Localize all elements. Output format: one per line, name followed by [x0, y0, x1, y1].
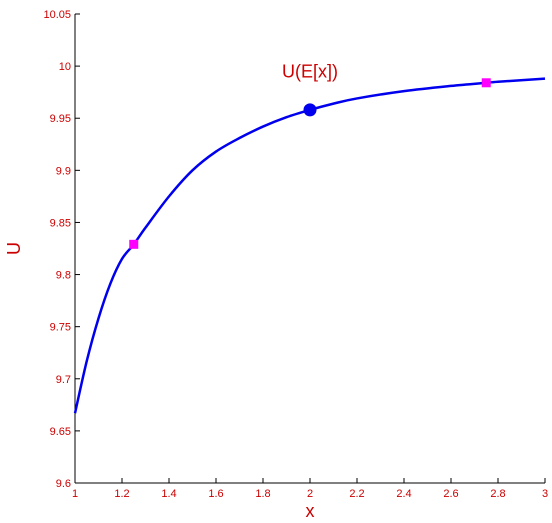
x-tick-label: 2.2 — [349, 488, 364, 500]
y-tick-label: 9.9 — [56, 165, 71, 177]
y-tick-label: 9.85 — [50, 217, 71, 229]
x-tick-label: 3 — [542, 488, 548, 500]
circle-marker — [303, 103, 317, 117]
x-axis-label: x — [306, 501, 315, 521]
y-tick-label: 9.7 — [56, 374, 71, 386]
y-tick-label: 9.6 — [56, 478, 71, 490]
x-tick-label: 2.8 — [490, 488, 505, 500]
x-tick-label: 2.4 — [396, 488, 411, 500]
x-tick-label: 1.4 — [161, 488, 176, 500]
y-axis-label: U — [4, 242, 24, 255]
marker-layer — [129, 78, 491, 249]
y-tick-label: 9.8 — [56, 270, 71, 282]
x-tick-label: 1.6 — [208, 488, 223, 500]
y-tick-label: 9.75 — [50, 322, 71, 334]
x-tick-label: 1 — [72, 488, 78, 500]
square-marker — [481, 78, 491, 88]
y-tick-label: 9.65 — [50, 426, 71, 438]
x-tick-label: 2.6 — [443, 488, 458, 500]
annotation-label: U(E[x]) — [282, 61, 338, 81]
square-marker — [129, 239, 139, 249]
y-tick-label: 10 — [59, 61, 71, 73]
ticks: 1 1.2 1.4 1.6 1.8 2 2.2 2.4 2.6 2.8 3 9.6 9.65 9.7 9.7… — [43, 9, 548, 500]
y-tick-label: 9.95 — [50, 113, 71, 125]
y-tick-label: 10.05 — [43, 9, 71, 21]
x-tick-label: 1.2 — [114, 488, 129, 500]
x-tick-label: 1.8 — [255, 488, 270, 500]
x-tick-label: 2 — [307, 488, 313, 500]
series-layer — [73, 77, 546, 414]
utility-curve — [73, 77, 546, 414]
